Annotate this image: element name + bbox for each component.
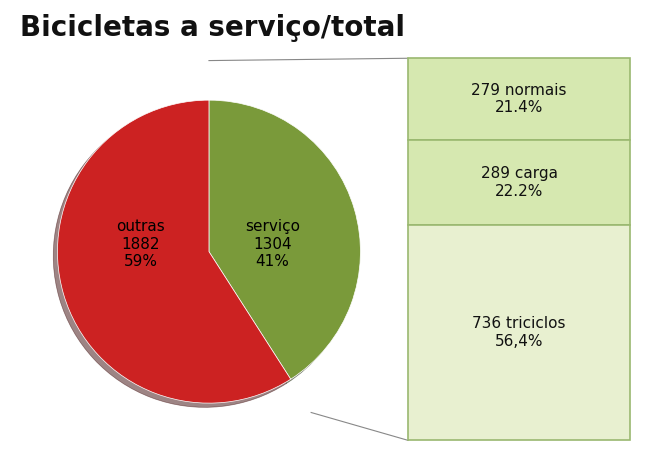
Text: 279 normais
21.4%: 279 normais 21.4% [471,83,567,115]
Text: serviço
1304
41%: serviço 1304 41% [245,219,300,269]
Wedge shape [57,100,291,403]
Text: 736 triciclos
56,4%: 736 triciclos 56,4% [472,316,566,349]
Text: 289 carga
22.2%: 289 carga 22.2% [481,166,558,199]
Text: outras
1882
59%: outras 1882 59% [116,219,165,269]
Wedge shape [209,100,360,379]
Text: Bicicletas a serviço/total: Bicicletas a serviço/total [20,14,405,42]
